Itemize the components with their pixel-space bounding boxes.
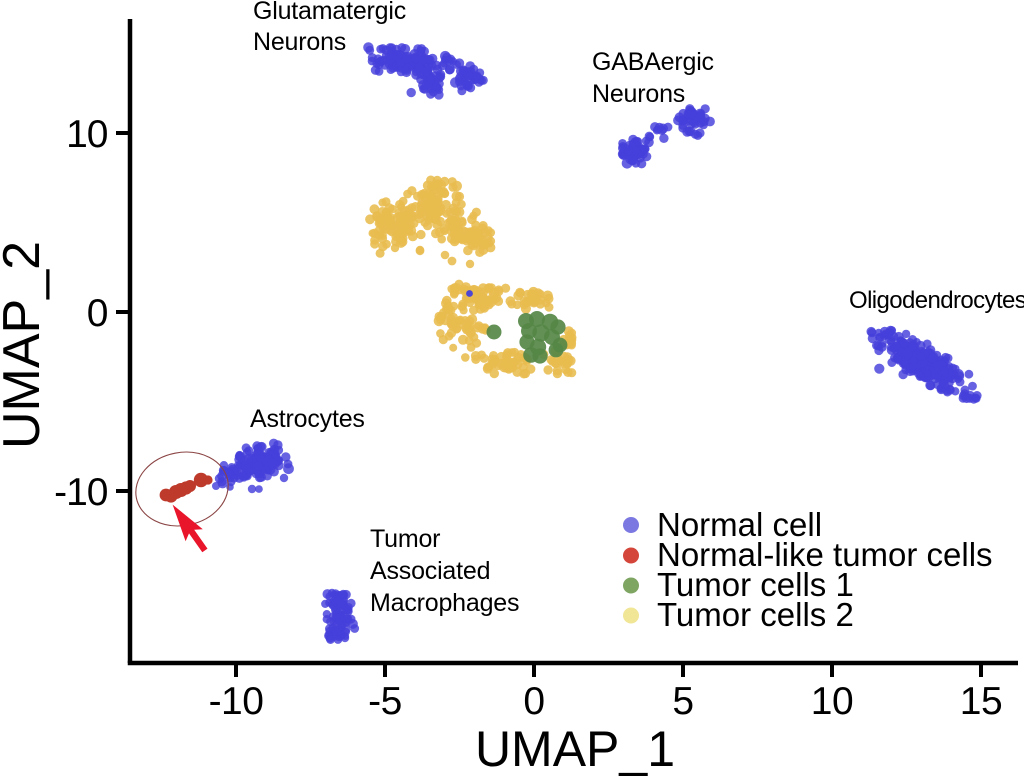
- svg-text:Tumor: Tumor: [370, 525, 440, 553]
- svg-text:Macrophages: Macrophages: [370, 589, 519, 617]
- svg-text:Tumor cells 1: Tumor cells 1: [657, 566, 854, 603]
- svg-text:-10: -10: [209, 680, 264, 723]
- svg-text:Normal-like tumor cells: Normal-like tumor cells: [657, 536, 993, 573]
- svg-text:0: 0: [87, 292, 108, 335]
- svg-text:Associated: Associated: [370, 557, 490, 585]
- svg-text:GABAergic: GABAergic: [592, 48, 714, 76]
- svg-text:5: 5: [672, 680, 693, 723]
- svg-text:0: 0: [523, 680, 544, 723]
- svg-text:Tumor cells 2: Tumor cells 2: [657, 596, 854, 633]
- svg-text:UMAP_2: UMAP_2: [0, 241, 51, 449]
- svg-text:Neurons: Neurons: [253, 28, 346, 56]
- svg-text:Oligodendrocytes: Oligodendrocytes: [849, 287, 1024, 314]
- svg-text:Normal cell: Normal cell: [657, 506, 822, 543]
- svg-text:-5: -5: [368, 680, 402, 723]
- svg-text:Neurons: Neurons: [592, 80, 685, 108]
- svg-text:UMAP_1: UMAP_1: [475, 721, 675, 777]
- svg-text:10: 10: [811, 680, 853, 723]
- svg-text:-10: -10: [54, 471, 108, 514]
- svg-text:15: 15: [960, 680, 1002, 723]
- svg-text:10: 10: [66, 113, 108, 156]
- svg-text:Glutamatergic: Glutamatergic: [253, 0, 406, 25]
- svg-text:Astrocytes: Astrocytes: [250, 405, 365, 433]
